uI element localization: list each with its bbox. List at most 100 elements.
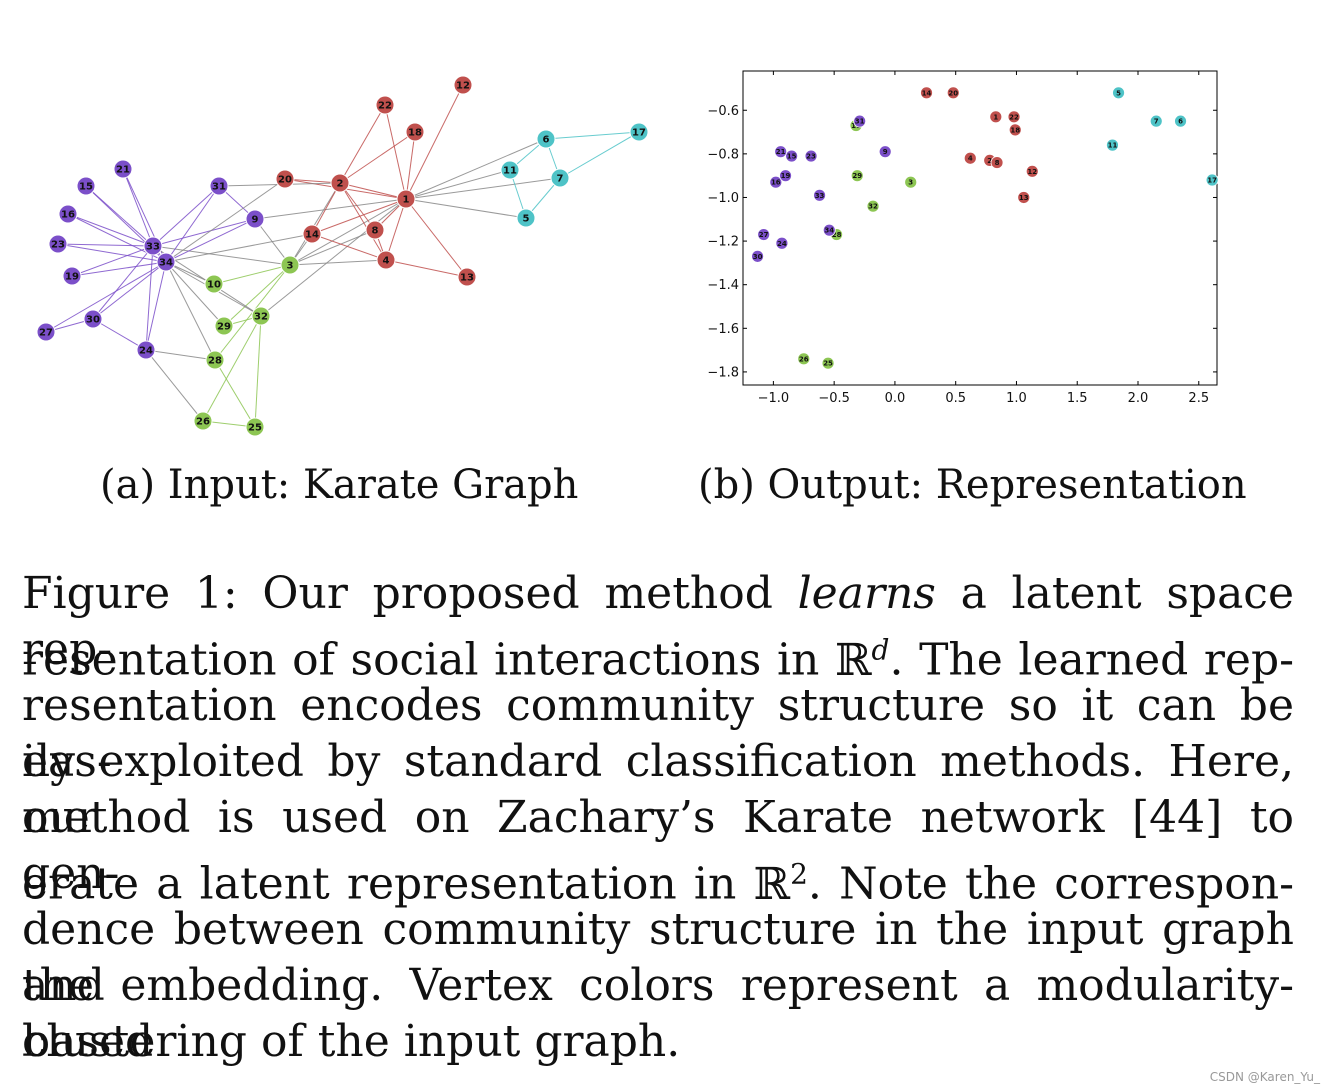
graph-node-circle: [62, 266, 82, 286]
scatter-point: 19: [779, 169, 792, 183]
graph-node-circle: [330, 173, 350, 193]
graph-node: 1: [396, 189, 416, 209]
graph-node: 30: [83, 309, 103, 329]
scatter-point-label: 2: [987, 157, 992, 165]
graph-edge: [384, 104, 407, 200]
graph-node-circle: [550, 168, 570, 188]
caption-line: erate a latent representation in ℝ2. Not…: [22, 857, 1294, 910]
scatter-point-label: 29: [852, 172, 862, 180]
y-tick-label: −0.6: [707, 104, 739, 119]
scatter-point-marker: [804, 149, 818, 163]
graph-node-circle: [245, 209, 265, 229]
graph-node: 25: [245, 417, 265, 437]
graph-node-label: 23: [51, 240, 65, 251]
graph-edge: [289, 182, 341, 266]
scatter-point-label: 15: [787, 153, 797, 161]
graph-node: 11: [500, 160, 520, 180]
x-tick-label: 2.0: [1128, 391, 1149, 406]
x-tick-label: 0.0: [885, 391, 906, 406]
graph-edge: [311, 198, 407, 235]
scatter-point: 23: [804, 149, 818, 163]
graph-edge: [311, 182, 341, 235]
graph-node: 20: [275, 169, 295, 189]
graph-node-label: 12: [456, 81, 470, 92]
caption-line: the embedding. Vertex colors represent a…: [22, 960, 1294, 1067]
graph-node: 7: [550, 168, 570, 188]
graph-edge: [92, 245, 154, 320]
scatter-point-label: 27: [759, 231, 769, 239]
graph-edge: [213, 264, 291, 285]
scatter-point-marker: [1008, 123, 1022, 137]
graph-node-label: 26: [196, 417, 210, 428]
caption-line: resentation encodes community structure …: [22, 680, 1294, 787]
graph-node: 23: [48, 234, 68, 254]
caption-line: resentation of social interactions in ℝd…: [22, 633, 1294, 686]
scatter-point: 1: [989, 110, 1003, 124]
scatter-point-marker: [1174, 114, 1187, 128]
scatter-point-label: 17: [1207, 177, 1217, 185]
scatter-point-label: 7: [1154, 118, 1159, 126]
graph-node-circle: [193, 411, 213, 431]
scatter-point-label: 24: [777, 240, 787, 248]
math-symbol: ℝd: [834, 633, 890, 686]
caption-line: method is used on Zachary’s Karate netwo…: [22, 792, 1294, 899]
graph-node-circle: [136, 340, 156, 360]
x-tick-label: 2.5: [1188, 391, 1209, 406]
scatter-point-label: 30: [753, 253, 763, 261]
graph-node-circle: [536, 129, 556, 149]
scatter-point: 6: [1174, 114, 1187, 128]
scatter-point-label: 8: [995, 159, 1000, 167]
graph-node-label: 28: [208, 356, 222, 367]
graph-node-label: 25: [248, 423, 262, 434]
graph-node-label: 7: [557, 174, 564, 185]
graph-edge: [339, 182, 387, 261]
scatter-point-label: 16: [771, 179, 781, 187]
graph-node-label: 4: [383, 256, 390, 267]
graph-node-label: 30: [86, 315, 100, 326]
graph-node-circle: [365, 220, 385, 240]
graph-node: 32: [251, 306, 271, 326]
scatter-point-label: 22: [1009, 113, 1019, 121]
graph-edge: [289, 229, 376, 266]
scatter-point: 34: [822, 223, 836, 237]
scatter-point-label: 23: [806, 153, 816, 161]
graph-node: 26: [193, 411, 213, 431]
graph-edge: [254, 198, 407, 220]
graph-node: 4: [376, 250, 396, 270]
graph-node-label: 19: [65, 272, 79, 283]
graph-node-circle: [214, 316, 234, 336]
graph-node-label: 3: [287, 261, 294, 272]
graph-node-circle: [500, 160, 520, 180]
graph-node: 6: [536, 129, 556, 149]
graph-node: 12: [453, 75, 473, 95]
graph-node-label: 1: [403, 195, 410, 206]
graph-node-label: 20: [278, 175, 292, 186]
graph-node-label: 17: [632, 128, 646, 139]
graph-node-label: 2: [337, 179, 344, 190]
scatter-point-marker: [920, 86, 933, 100]
y-tick-label: −1.2: [707, 235, 739, 250]
scatter-point-label: 19: [781, 172, 791, 180]
graph-node-circle: [245, 417, 265, 437]
scatter-point-label: 25: [823, 360, 833, 368]
graph-edge: [165, 178, 286, 263]
scatter-point-marker: [813, 188, 826, 202]
scatter-point-marker: [821, 356, 835, 370]
scatter-point: 31: [853, 114, 867, 128]
scatter-point-marker: [850, 169, 864, 183]
x-tick-label: 1.0: [1006, 391, 1027, 406]
scatter-point-marker: [946, 86, 960, 100]
scatter-point-marker: [990, 156, 1004, 169]
scatter-point-label: 32: [868, 203, 878, 211]
graph-node-circle: [36, 322, 56, 342]
graph-node-circle: [251, 306, 271, 326]
scatter-point-marker: [989, 110, 1003, 124]
scatter-point: 8: [990, 156, 1004, 169]
graph-node-circle: [457, 267, 477, 287]
graph-node-label: 13: [460, 273, 474, 284]
graph-edge: [57, 243, 167, 263]
graph-node-circle: [516, 208, 536, 228]
graph-node-circle: [396, 189, 416, 209]
graph-edge: [165, 233, 313, 263]
graph-edge: [152, 245, 291, 266]
